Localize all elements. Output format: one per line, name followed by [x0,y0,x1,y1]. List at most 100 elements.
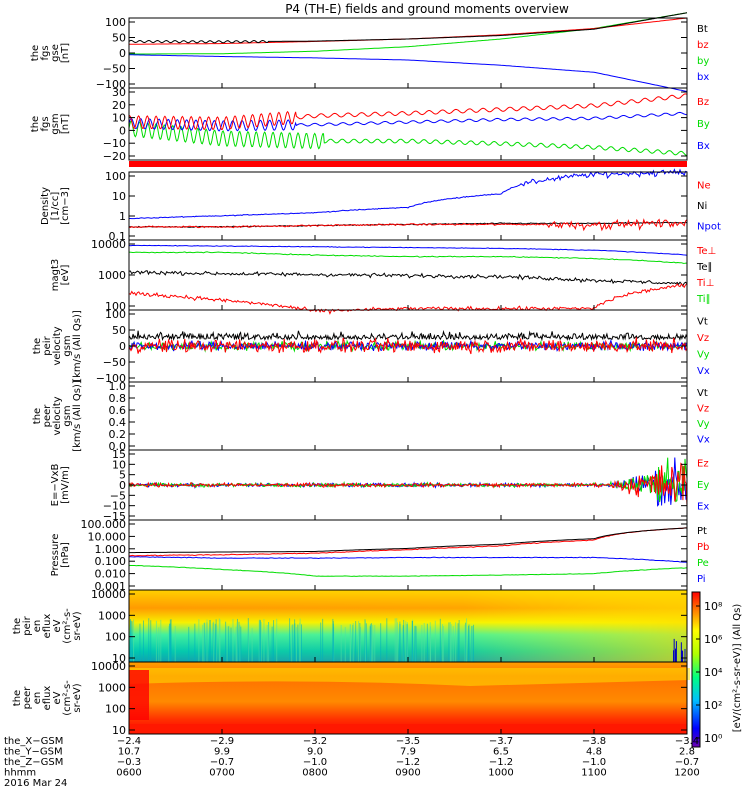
trace-peir-red [128,336,688,355]
ytick-label: 0 [119,340,126,353]
legend-temperature-0: Te⊥ [696,246,716,257]
trace-by [128,12,688,55]
plot-title: P4 (TH-E) fields and ground moments over… [285,2,569,16]
trace-e-red [128,462,688,507]
ytick-label: 1.0 [109,380,127,393]
ylabel-fgs-gsm: [nT] [60,114,71,134]
legend-fgs-gse-2: by [697,56,709,67]
ytick-label: 100 [105,703,126,716]
ytick-label: −10 [103,137,126,150]
ephemeris-value: −3.5 [396,736,420,747]
ytick-label: 1000 [98,609,126,622]
trace-pi [128,556,688,563]
ylabel-fgs-gse: the [30,45,41,61]
ylabel-peir-eflux: peir [22,615,33,635]
colorbar-gradient [691,591,701,748]
colorbar-tick-label: 10⁶ [704,633,723,646]
ephemeris-value: 2.8 [679,747,695,758]
colorbar-ticks: 10⁸ 10⁶ 10⁴ 10² 10⁰ [696,600,723,745]
ephemeris-label: hhmm [4,768,36,779]
ephemeris-value: −3.4 [675,736,699,747]
ephemeris-value: 0700 [209,768,234,779]
ephemeris-value: −0.7 [210,757,234,768]
ylabel-peer-eflux: eV [52,691,63,704]
ytick-label: 10000 [91,660,126,673]
ephemeris-label: 2016 Mar 24 [4,778,67,789]
ylabel-fgs-gse: gse [50,44,61,62]
ytick-label: 15 [112,448,126,461]
ytick-label: −15 [103,510,126,523]
ytick-label: 0.100 [95,555,127,568]
trace-By [128,120,688,157]
ytick-label: 1000 [98,269,126,282]
ytick-label: 10 [112,458,126,471]
ylabel-peir-velocity: velocity [52,326,63,365]
ephemeris-value: −2.9 [210,736,234,747]
ytick-label: −100 [96,78,126,91]
ylabel-peer-eflux: peer [22,686,33,710]
colorbar-tick-label: 10⁴ [704,666,723,679]
ephemeris-value: −2.4 [117,736,141,747]
ephemeris-value: 0800 [302,768,327,779]
ytick-label: 0 [119,47,126,60]
ylabel-efield: [mV/m] [60,466,71,504]
ylabel-peir-eflux: eV [52,619,63,632]
ephemeris-value: 9.0 [307,747,323,758]
ephemeris-value: −3.8 [582,736,606,747]
ytick-label: 100 [105,170,126,183]
ylabel-peir-velocity: peir [42,335,53,355]
ytick-label: 0 [119,479,126,492]
panel-frame-peer-velocity [128,381,688,451]
ytick-label: 30 [112,86,126,99]
panel-frame-fgs-gse [128,17,688,89]
trace-peir-black [128,329,688,342]
ytick-label: 50 [112,324,126,337]
ylabel-peer-eflux: sr-eV) [72,683,83,712]
legend-peir-velocity-2: Vy [697,349,710,360]
ytick-label: 100 [105,308,126,321]
trace-bz [128,17,688,45]
ephemeris-value: 4.8 [586,747,602,758]
ylabel-density: [1/cc] [50,192,61,221]
colorbar-tick-label: 10² [704,699,722,712]
ytick-label: 100 [105,300,126,313]
trace-ne [128,218,688,232]
legend-pressure-2: Pe [697,558,709,569]
panel-group [129,161,690,734]
ephemeris-value: −1.0 [582,757,606,768]
ytick-label: 0.010 [95,568,127,581]
ytick-label: 0.2 [109,428,127,441]
ytick-label: 10 [112,652,126,665]
ephemeris-value: 0600 [116,768,141,779]
ephemeris-label: the_Y−GSM [4,747,63,758]
ytick-label: 0.4 [109,416,127,429]
ylabel-peir-eflux: sr-eV) [72,611,83,640]
ylabel-temperature: magt3 [50,259,61,292]
colorbar-label: [eV/(cm²-s-sr-eV)] (All Qs) [732,604,743,733]
ylabel-peer-eflux: eflux [42,686,53,711]
trace-te-perp [128,244,688,256]
ytick-label: 10 [112,190,126,203]
colorbar-tick-label: 10⁸ [704,600,723,613]
ytick-label: −100 [96,372,126,385]
ytick-label: 0.8 [109,392,127,405]
trace-npot [129,168,688,220]
ylabel-peer-velocity: [km/s (All Qs)] [72,380,83,452]
ylabel-pressure: Pressure [50,534,61,577]
peir-spectrogram-fade [129,590,687,662]
ylabel-peer-eflux: (cm²-s- [62,680,73,716]
flag-bar [129,161,687,167]
ephemeris-value: −1.2 [396,757,420,768]
legend-pressure-0: Pt [697,526,707,537]
ytick-label: 1.000 [95,543,127,556]
ytick-label: 10 [112,112,126,125]
ytick-label: 10 [112,724,126,737]
ylabel-peer-velocity: gsm [62,405,73,426]
ylabel-peir-eflux: (cm²-s- [62,608,73,644]
colorbar-tick-label: 10⁰ [704,732,723,745]
ylabel-efield: E=−VxB [50,464,61,507]
ylabel-peir-velocity: gsm [62,335,73,356]
